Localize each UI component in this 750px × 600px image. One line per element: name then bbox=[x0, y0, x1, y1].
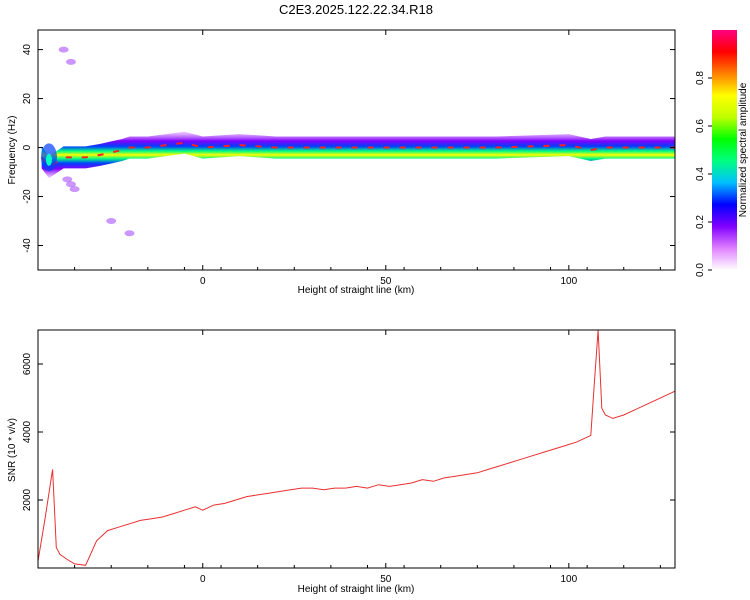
heatmap-y-ticks: -40 -20 0 20 40 bbox=[22, 44, 675, 253]
snr-x-axis-label: Height of straight line (km) bbox=[298, 584, 415, 595]
heatmap-x-ticks: 0 50 100 bbox=[37, 30, 661, 287]
heatmap-frame bbox=[37, 29, 676, 271]
snr-y-ticks: 2000 4000 6000 bbox=[22, 352, 675, 511]
x-tick-label: 100 bbox=[560, 574, 577, 585]
heatmap-panel: 0 50 100 -40 -20 0 20 40 Height of straight li… bbox=[7, 29, 676, 296]
x-tick-label: 0 bbox=[200, 574, 206, 585]
colorbar-tick-label: 0.0 bbox=[695, 263, 706, 277]
y-tick-label: 0 bbox=[22, 144, 33, 150]
y-tick-label: 4000 bbox=[22, 420, 33, 443]
y-tick-label: -40 bbox=[22, 238, 33, 253]
y-tick-label: 2000 bbox=[22, 488, 33, 511]
x-tick-label: 50 bbox=[380, 276, 392, 287]
heatmap-x-axis-label: Height of straight line (km) bbox=[298, 285, 415, 296]
heatmap-plot-area bbox=[40, 46, 675, 237]
x-tick-label: 0 bbox=[200, 276, 206, 287]
snr-y-axis-label: SNR (10 * v/v) bbox=[7, 418, 18, 482]
heatmap-scatter-blob bbox=[65, 58, 76, 65]
snr-x-ticks: 0 50 100 bbox=[37, 330, 661, 585]
heatmap-scatter-blob bbox=[124, 230, 135, 237]
heatmap-scatter-blob bbox=[69, 186, 80, 193]
colorbar-tick-label: 0.8 bbox=[695, 71, 706, 85]
heatmap-scatter-blob bbox=[106, 218, 117, 225]
colorbar-label: Normalized spectral amplitude bbox=[738, 82, 749, 217]
snr-panel: 0 50 100 2000 4000 6000 Height of straight l… bbox=[7, 329, 676, 595]
heatmap-scatter-blob bbox=[62, 176, 73, 183]
x-tick-label: 50 bbox=[380, 574, 392, 585]
y-tick-label: -20 bbox=[22, 189, 33, 204]
colorbar-tick-label: 0.6 bbox=[695, 119, 706, 133]
colorbar-gradient bbox=[712, 30, 737, 270]
figure-title: C2E3.2025.122.22.34.R18 bbox=[279, 2, 433, 17]
snr-frame bbox=[37, 329, 676, 569]
heatmap-ridge-band bbox=[41, 131, 675, 179]
colorbar-ticks: 0.0 0.2 0.4 0.6 0.8 bbox=[695, 71, 712, 277]
y-tick-label: 6000 bbox=[22, 352, 33, 375]
heatmap-low-altitude-core bbox=[45, 153, 52, 166]
colorbar-tick-label: 0.2 bbox=[695, 215, 706, 229]
heatmap-scatter-blob bbox=[65, 181, 76, 188]
y-tick-label: 20 bbox=[22, 93, 33, 105]
heatmap-y-axis-label: Frequency (Hz) bbox=[7, 116, 18, 185]
x-tick-label: 100 bbox=[560, 276, 577, 287]
snr-series-line bbox=[38, 330, 675, 566]
heatmap-scatter-blob bbox=[58, 46, 69, 53]
colorbar: 0.0 0.2 0.4 0.6 0.8 Normalized spectral ampl… bbox=[695, 30, 749, 277]
heatmap-ridge-peak bbox=[40, 141, 675, 169]
y-tick-label: 40 bbox=[22, 44, 33, 56]
colorbar-tick-label: 0.4 bbox=[695, 167, 706, 181]
